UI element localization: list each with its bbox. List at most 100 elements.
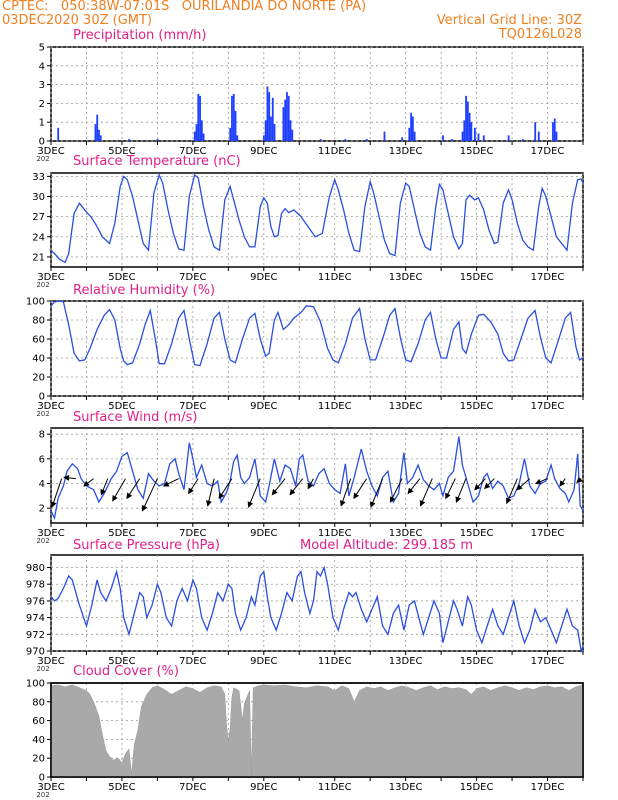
precip-bar [534, 122, 537, 141]
x-tick-label: 15DEC [460, 656, 494, 667]
series-line [50, 300, 584, 367]
wind-arrow [188, 478, 199, 495]
x-tick-label: 11DEC [318, 656, 352, 667]
precip-bar [289, 120, 292, 141]
wind-arrow [307, 478, 314, 490]
model-altitude: Model Altitude: 299.185 m [300, 538, 474, 553]
y-tick-label: 2 [39, 504, 45, 515]
y-tick-label: 1 [39, 118, 45, 129]
precip-bar [537, 131, 540, 141]
wind-arrow [247, 478, 261, 508]
x-tick-label: 5DEC [108, 656, 135, 667]
precip-bar [555, 131, 558, 141]
wind-arrow [455, 478, 467, 503]
precip-bar [521, 139, 524, 141]
precip-bar [466, 101, 469, 141]
panel-3 [47, 427, 584, 527]
x-year-label: 202 [36, 281, 49, 289]
x-tick-label: 5DEC [108, 528, 135, 539]
x-tick-label: 13DEC [389, 401, 423, 412]
x-tick-label: 9DEC [250, 146, 277, 157]
precip-bar [468, 112, 471, 141]
precip-bar [232, 94, 235, 141]
x-tick-label: 11DEC [318, 401, 352, 412]
precip-bar [282, 107, 285, 141]
x-tick-label: 5DEC [108, 272, 135, 283]
x-tick-label: 5DEC [108, 146, 135, 157]
y-tick-label: 978 [26, 580, 45, 591]
x-tick-label: 3DEC [37, 782, 64, 793]
plot-frame [50, 46, 584, 142]
precip-bar [193, 131, 196, 141]
precip-bar [461, 131, 464, 141]
y-tick-label: 4 [39, 61, 45, 72]
x-tick-label: 3DEC [37, 146, 64, 157]
model-code: TQ0126L028 [498, 27, 582, 42]
x-tick-label: 17DEC [531, 656, 565, 667]
x-tick-label: 15DEC [460, 528, 494, 539]
precip-bar [263, 135, 265, 141]
wind-arrow [112, 478, 126, 502]
precip-bar [411, 116, 414, 141]
station-header: CPTEC: 050:38W-07:01S OURILANDIA DO NORT… [2, 0, 367, 14]
y-tick-label: 0 [39, 137, 45, 148]
x-tick-label: 15DEC [460, 146, 494, 157]
precip-bar [195, 124, 198, 141]
panel-1 [47, 172, 584, 271]
wind-arrow [474, 478, 486, 491]
x-tick-label: 17DEC [531, 272, 565, 283]
pressure-title: Surface Pressure (hPa) [73, 538, 220, 553]
x-tick-label: 5DEC [108, 782, 135, 793]
precip-bar [202, 133, 205, 141]
y-tick-label: 60 [32, 716, 45, 727]
x-tick-label: 15DEC [460, 272, 494, 283]
x-tick-label: 11DEC [318, 528, 352, 539]
x-tick-label: 3DEC [37, 656, 64, 667]
precip-bar [408, 127, 411, 141]
series-line [50, 436, 584, 521]
wind-arrow [50, 478, 63, 508]
precip-bar [401, 137, 404, 141]
precip-bar [270, 116, 272, 141]
precip-bar [57, 127, 60, 141]
precip-bar [99, 135, 102, 141]
panel-0 [47, 46, 584, 145]
x-tick-label: 9DEC [250, 401, 277, 412]
wind-arrow [576, 476, 583, 483]
precip-bar [344, 139, 347, 141]
precip-bar [200, 120, 203, 141]
precip-bar [98, 129, 100, 141]
precip-bar [96, 114, 99, 141]
panel-2 [47, 300, 584, 400]
wind-arrow [445, 478, 456, 500]
y-tick-label: 3 [39, 80, 45, 91]
x-tick-label: 3DEC [37, 528, 64, 539]
precip-bar [287, 95, 290, 141]
x-tick-label: 13DEC [389, 146, 423, 157]
precip-bar [413, 131, 416, 141]
x-tick-label: 15DEC [460, 782, 494, 793]
x-tick-label: 11DEC [318, 782, 352, 793]
y-tick-label: 100 [26, 679, 45, 690]
y-tick-label: 100 [26, 297, 45, 308]
precip-bar [552, 122, 554, 141]
precip-bar [507, 135, 510, 141]
precip-bar [474, 127, 476, 141]
y-tick-label: 972 [26, 630, 45, 641]
wind-arrow [419, 478, 433, 507]
precip-bar [286, 92, 288, 141]
precip-bar [291, 129, 294, 141]
precip-bar [197, 94, 200, 141]
y-tick-label: 2 [39, 99, 45, 110]
wind-arrow [271, 478, 286, 496]
x-tick-label: 7DEC [179, 656, 206, 667]
precip-bar [450, 139, 453, 141]
x-tick-label: 9DEC [250, 272, 277, 283]
x-tick-label: 13DEC [389, 656, 423, 667]
x-tick-label: 3DEC [37, 401, 64, 412]
precip-bar [553, 118, 556, 141]
precip-bar [156, 139, 159, 141]
y-tick-label: 5 [39, 43, 45, 54]
x-tick-label: 11DEC [318, 272, 352, 283]
